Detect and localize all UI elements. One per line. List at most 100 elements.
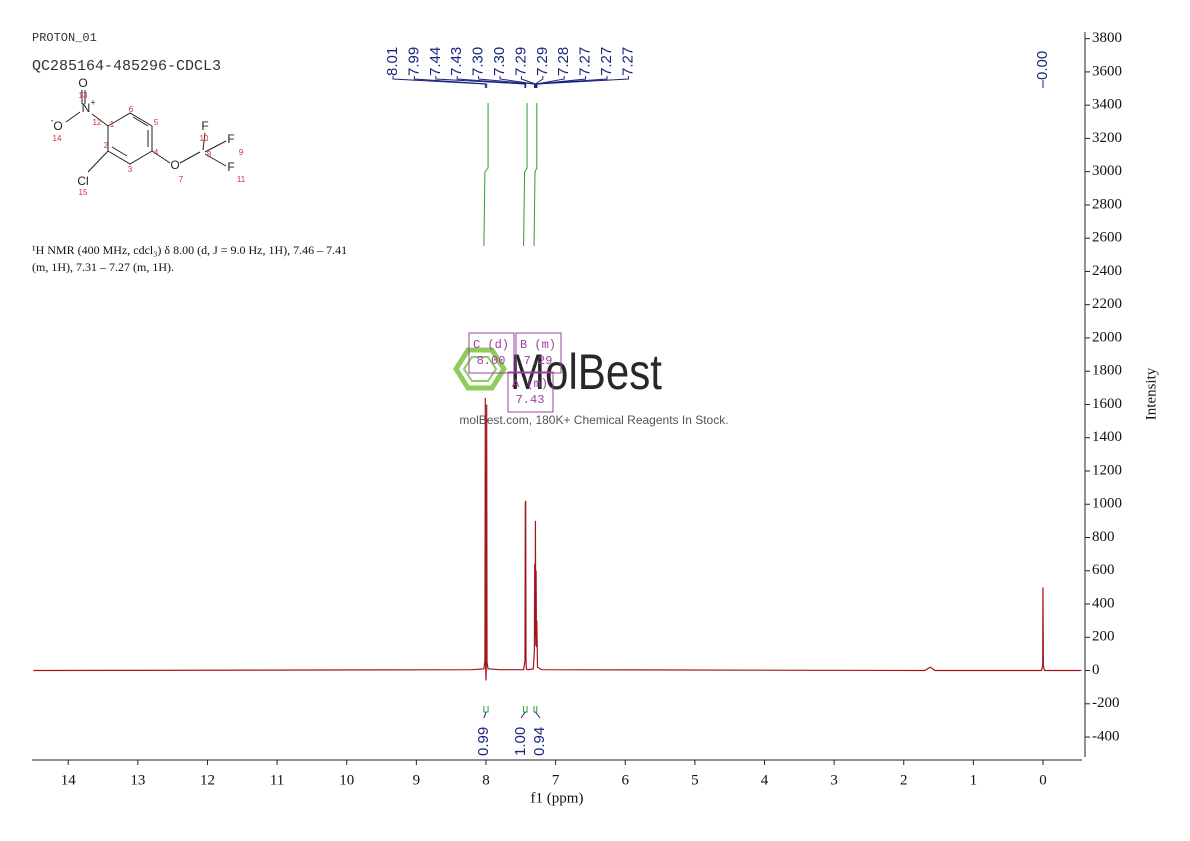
carbon-number: 1 bbox=[110, 120, 115, 129]
atom-number: 13 bbox=[79, 91, 88, 100]
multiplet-shift: 7.29 bbox=[524, 354, 553, 368]
y-axis-label: Intensity bbox=[1143, 367, 1159, 420]
y-tick-label: 3800 bbox=[1092, 30, 1122, 46]
x-tick-label: 9 bbox=[413, 772, 421, 788]
multiplet-shift: 8.00 bbox=[477, 354, 506, 368]
y-tick-label: 1200 bbox=[1092, 462, 1122, 478]
peak-label: 7.27 bbox=[577, 47, 594, 76]
bond bbox=[204, 153, 227, 167]
multiplet-label: C (d) bbox=[473, 338, 509, 352]
x-axis-label: f1 (ppm) bbox=[531, 790, 584, 806]
bond bbox=[65, 111, 81, 123]
y-tick-label: 0 bbox=[1092, 662, 1100, 678]
x-tick-label: 3 bbox=[830, 772, 838, 788]
atom-label: F bbox=[227, 132, 234, 146]
chart-subtitle: QC285164-485296-CDCL3 bbox=[32, 58, 221, 75]
carbon-number: 6 bbox=[129, 105, 134, 114]
description: ¹H NMR (400 MHz, cdcl₃) δ 8.00 (d, J = 9… bbox=[32, 243, 347, 257]
atom-label: O bbox=[53, 119, 62, 133]
peak-label: 7.27 bbox=[598, 47, 615, 76]
atom-label: F bbox=[201, 119, 208, 133]
bond bbox=[87, 150, 109, 173]
bond bbox=[91, 113, 109, 127]
atom-number: 15 bbox=[79, 188, 88, 197]
carbon-number: 8 bbox=[207, 150, 212, 159]
x-tick-label: 0 bbox=[1039, 772, 1047, 788]
integral-bracket bbox=[483, 706, 489, 713]
peak-leader bbox=[536, 76, 629, 88]
x-tick-label: 14 bbox=[61, 772, 77, 788]
atom-number: 14 bbox=[53, 134, 62, 143]
spectrum bbox=[33, 397, 1082, 681]
peak-leader bbox=[534, 76, 544, 88]
x-tick-label: 12 bbox=[200, 772, 215, 788]
description: (m, 1H), 7.31 – 7.27 (m, 1H). bbox=[32, 260, 174, 274]
multiplet-label: A (m) bbox=[512, 377, 548, 391]
x-tick-label: 13 bbox=[130, 772, 145, 788]
y-tick-label: 800 bbox=[1092, 529, 1115, 545]
integral-curve bbox=[533, 103, 538, 247]
bond bbox=[179, 151, 201, 164]
peak-label: 7.44 bbox=[427, 47, 444, 76]
x-tick-label: 7 bbox=[552, 772, 560, 788]
x-tick-label: 11 bbox=[270, 772, 284, 788]
atom-number: 10 bbox=[200, 134, 209, 143]
x-tick-label: 2 bbox=[900, 772, 908, 788]
multiplet-box bbox=[468, 332, 515, 374]
atom-label: F bbox=[227, 160, 234, 174]
peak-label: 7.28 bbox=[555, 47, 572, 76]
peak-label: 7.30 bbox=[470, 47, 487, 76]
y-tick-label: 1000 bbox=[1092, 496, 1122, 512]
bond bbox=[151, 150, 171, 164]
integral-tick bbox=[535, 711, 541, 719]
bond bbox=[204, 140, 227, 153]
y-tick-label: 400 bbox=[1092, 595, 1115, 611]
y-tick-label: 3200 bbox=[1092, 130, 1122, 146]
x-tick-label: 4 bbox=[761, 772, 769, 788]
structure-bonds bbox=[65, 90, 227, 173]
y-tick-label: 1600 bbox=[1092, 396, 1122, 412]
atom-number: 7 bbox=[179, 175, 184, 184]
watermark-tagline: molBest.com, 180K+ Chemical Reagents In … bbox=[459, 413, 728, 427]
y-tick-label: 2600 bbox=[1092, 230, 1122, 246]
y-tick-label: 1800 bbox=[1092, 363, 1122, 379]
peak-leader bbox=[456, 76, 527, 88]
chart-title: PROTON_01 bbox=[32, 31, 97, 45]
atom-number: 11 bbox=[237, 175, 246, 184]
integral-curve bbox=[483, 103, 489, 247]
integral-label: 0.99 bbox=[475, 727, 492, 756]
peak-label: 7.29 bbox=[534, 47, 551, 76]
y-tick-label: -400 bbox=[1092, 728, 1120, 744]
atom-number: 12 bbox=[93, 118, 102, 127]
y-tick-label: 600 bbox=[1092, 562, 1115, 578]
peak-label: 8.01 bbox=[384, 47, 401, 76]
integral-label: 0.94 bbox=[531, 727, 548, 756]
peak-label: 7.29 bbox=[512, 47, 529, 76]
x-tick-label: 6 bbox=[621, 772, 629, 788]
peak-label: 7.99 bbox=[405, 47, 422, 76]
y-tick-label: 3400 bbox=[1092, 97, 1122, 113]
peak-label: 7.43 bbox=[448, 47, 465, 76]
x-tick-label: 8 bbox=[482, 772, 490, 788]
peak-leader bbox=[392, 76, 486, 88]
multiplet-label: B (m) bbox=[520, 338, 556, 352]
carbon-number: 5 bbox=[154, 118, 159, 127]
peak-leader bbox=[413, 76, 488, 88]
logo bbox=[453, 347, 507, 391]
x-tick-label: 5 bbox=[691, 772, 699, 788]
y-tick-label: 1400 bbox=[1092, 429, 1122, 445]
peak-label: 7.30 bbox=[491, 47, 508, 76]
integral-label: 1.00 bbox=[512, 727, 529, 756]
atom-label: Cl bbox=[77, 174, 88, 188]
x-tick-label: 1 bbox=[970, 772, 978, 788]
y-tick-label: 2200 bbox=[1092, 296, 1122, 312]
carbon-number: 2 bbox=[104, 141, 109, 150]
peak-leader bbox=[499, 76, 536, 88]
integral-tick bbox=[483, 711, 487, 719]
charge: - bbox=[51, 115, 54, 125]
atom-label: O bbox=[170, 158, 179, 172]
bond bbox=[202, 132, 206, 151]
integral-curve bbox=[523, 103, 528, 247]
logo-inner bbox=[462, 356, 498, 382]
